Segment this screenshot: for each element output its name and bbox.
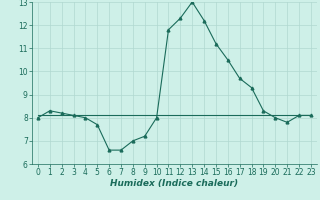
X-axis label: Humidex (Indice chaleur): Humidex (Indice chaleur) xyxy=(110,179,238,188)
